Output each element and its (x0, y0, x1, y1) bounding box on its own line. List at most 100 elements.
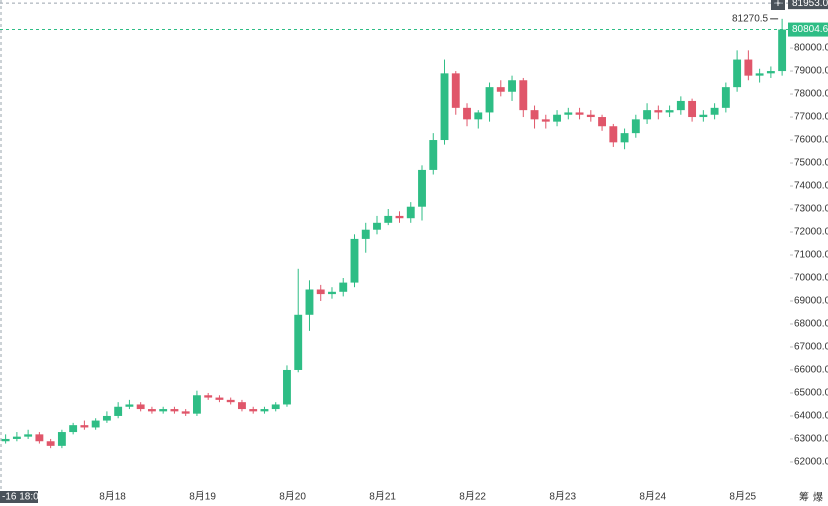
y-tick-label: 80000.0 (794, 43, 828, 54)
candle-body (215, 397, 224, 400)
candle-body (733, 59, 742, 88)
candle-body (530, 110, 539, 120)
candle-body (643, 110, 652, 120)
candle-body (406, 206, 415, 219)
x-tick-label: 8月25 (729, 491, 756, 503)
candle-body (181, 411, 190, 414)
x-tick-label: 8月20 (279, 491, 306, 503)
x-tick-label: 8月22 (459, 491, 486, 503)
x-tick-label: 8月24 (639, 491, 666, 503)
candle-body (159, 409, 168, 412)
high-marker-label: 81270.5 (732, 13, 769, 24)
candle-body (80, 425, 89, 428)
candle-body (339, 282, 348, 292)
candle-body (721, 87, 730, 108)
y-tick-label: 70000.0 (794, 273, 828, 284)
candle-body (418, 169, 426, 207)
candle-body (676, 100, 685, 111)
candle-body (361, 229, 370, 239)
candle-body (485, 87, 494, 113)
y-tick-label: 74000.0 (794, 181, 828, 192)
candle-body (46, 441, 55, 446)
candle-body (598, 117, 607, 127)
candle-body (283, 369, 291, 405)
candle-body (609, 126, 618, 143)
candle-body (586, 114, 595, 118)
candle-body (260, 409, 269, 412)
crosshair-time-box (0, 491, 38, 503)
y-tick-label: 62000.0 (794, 457, 828, 468)
candle-body (496, 87, 505, 92)
candle-body (271, 404, 280, 410)
candle-body (451, 73, 460, 108)
candle-body (654, 110, 663, 113)
candle-body (384, 215, 393, 223)
x-tick-label: 8月21 (369, 491, 396, 503)
y-tick-label: 64000.0 (794, 411, 828, 422)
y-tick-label: 67000.0 (794, 342, 828, 353)
candle-body (463, 107, 471, 120)
candle-body (440, 73, 449, 141)
candle-body (564, 112, 573, 115)
y-tick-label: 63000.0 (794, 434, 828, 445)
candle-body (350, 238, 359, 283)
candle-body (147, 409, 156, 412)
candle-body (744, 59, 753, 76)
candle-body (778, 29, 787, 72)
candle-body (125, 404, 134, 407)
y-tick-label: 77000.0 (794, 112, 828, 123)
tool-icon[interactable]: 爆 (813, 492, 823, 504)
y-tick-label: 73000.0 (794, 204, 828, 215)
candle-body (429, 140, 438, 170)
candle-body (12, 436, 21, 439)
candle-body (699, 114, 708, 118)
candle-body (766, 71, 775, 74)
y-tick-label: 71000.0 (794, 250, 828, 261)
crosshair-price-box (788, 0, 828, 10)
candle-body (170, 409, 179, 412)
candle-body (294, 314, 303, 370)
candle-body (631, 119, 640, 134)
y-tick-label: 72000.0 (794, 227, 828, 238)
x-tick-label: 8月19 (189, 491, 216, 503)
candle-body (226, 399, 235, 403)
candle-body (575, 112, 584, 115)
add-button[interactable] (771, 0, 785, 10)
candle-body (35, 434, 44, 442)
y-tick-label: 65000.0 (794, 388, 828, 399)
candle-body (620, 133, 629, 143)
candle-body (474, 112, 483, 120)
candle-body (305, 289, 314, 315)
candle-body (192, 395, 201, 414)
candle-body (24, 434, 33, 437)
tool-icon[interactable]: 筹 (799, 491, 809, 504)
y-tick-label: 75000.0 (794, 158, 828, 169)
y-tick-label: 76000.0 (794, 135, 828, 146)
candle-body (541, 119, 550, 122)
candle-body (238, 402, 246, 410)
candle-body (1, 438, 10, 442)
candle-body (665, 110, 674, 113)
candle-body (114, 406, 123, 416)
x-tick-label: 8月23 (549, 491, 576, 503)
y-tick-label: 68000.0 (794, 319, 828, 330)
candle-body (508, 80, 516, 92)
candle-body (519, 80, 528, 111)
candle-body (710, 107, 719, 115)
candle-body (328, 291, 336, 295)
add-icon: + (774, 0, 781, 10)
candle-body (91, 420, 100, 428)
candle-body (395, 215, 404, 219)
last-price-box (788, 22, 828, 37)
candle-body (136, 404, 145, 410)
candle-body (57, 432, 66, 446)
y-tick-label: 78000.0 (794, 89, 828, 100)
candle-body (373, 222, 381, 230)
candle-body (69, 425, 78, 433)
last-price-label: 80804.6 (792, 24, 828, 35)
crosshair-price-label: 81953.0 (792, 0, 828, 9)
candle-body (755, 73, 764, 76)
y-tick-label: 66000.0 (794, 365, 828, 376)
